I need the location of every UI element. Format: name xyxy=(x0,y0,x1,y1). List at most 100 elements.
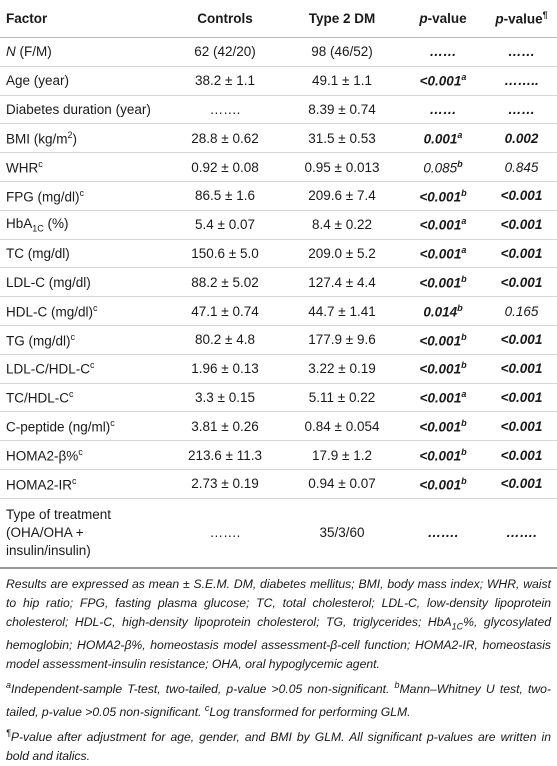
table-row: TC/HDL-Cc 3.3 ± 0.15 5.11 ± 0.22 <0.001a <0.… xyxy=(0,383,557,413)
text-segment: 8.4 ± 0.22 xyxy=(312,217,372,233)
text-segment: ) xyxy=(72,131,78,147)
table-cell: 5.11 ± 0.22 xyxy=(284,383,400,413)
table-cell: 35/3/60 xyxy=(284,498,400,569)
text-segment: 49.1 ± 1.1 xyxy=(312,73,372,89)
text-segment: 0.92 ± 0.08 xyxy=(191,159,259,175)
text-segment: 86.5 ± 1.6 xyxy=(195,188,255,204)
text-segment: …… xyxy=(508,44,535,60)
text-segment: HOMA2-IR xyxy=(6,477,73,493)
text-segment: <0.001 xyxy=(419,246,462,262)
text-segment: 3.3 ± 0.15 xyxy=(195,389,255,405)
table-row: TC (mg/dl) 150.6 ± 5.0 209.0 ± 5.2 <0.001a <… xyxy=(0,239,557,269)
text-segment: ……. xyxy=(209,524,241,540)
text-segment: 8.39 ± 0.74 xyxy=(308,101,376,117)
text-segment: Mann–Whitney U test, two-tailed, p-value… xyxy=(6,682,551,720)
text-segment: 5.4 ± 0.07 xyxy=(195,217,255,233)
text-segment: Factor xyxy=(6,11,48,26)
text-segment: 127.4 ± 4.4 xyxy=(308,274,376,290)
table-cell: 0.165 xyxy=(486,296,557,326)
table-cell: <0.001b xyxy=(400,440,486,470)
table-cell: <0.001a xyxy=(400,383,486,413)
table-cell: <0.001b xyxy=(400,354,486,384)
table-cell: 0.845 xyxy=(486,152,557,182)
table-cell: HDL-C (mg/dl)c xyxy=(0,296,166,326)
text-segment: p xyxy=(419,11,428,26)
header-cell: Type 2 DM xyxy=(284,0,400,38)
text-segment: …… xyxy=(508,101,535,117)
table-cell: …… xyxy=(400,37,486,67)
text-segment: 0.002 xyxy=(504,130,539,146)
table-cell: ……. xyxy=(166,498,284,569)
text-segment: 3.81 ± 0.26 xyxy=(191,418,259,434)
text-segment: b xyxy=(457,302,463,313)
text-segment: a xyxy=(461,245,467,256)
table-cell: 0.002 xyxy=(486,123,557,154)
text-segment: 3.22 ± 0.19 xyxy=(308,361,376,377)
text-segment: 88.2 ± 5.02 xyxy=(191,274,259,290)
text-segment: TC/HDL-C xyxy=(6,390,69,406)
text-segment: a xyxy=(461,216,467,227)
table-row: HOMA2-IRc 2.73 ± 0.19 0.94 ± 0.07 <0.001b <0… xyxy=(0,469,557,499)
table-cell: <0.001 xyxy=(486,239,557,269)
text-segment: c xyxy=(72,475,77,486)
table-cell: 17.9 ± 1.2 xyxy=(284,440,400,470)
text-segment: a xyxy=(461,72,467,83)
table-row: Type of treatment (OHA/OHA + insulin/ins… xyxy=(0,498,557,569)
table-cell: <0.001a xyxy=(400,210,486,240)
header-cell: p-value¶ xyxy=(486,0,557,38)
table-cell: ……. xyxy=(166,95,284,125)
table-cell: <0.001a xyxy=(400,239,486,269)
table-cell: Type of treatment (OHA/OHA + insulin/ins… xyxy=(0,498,166,569)
text-segment: Age (year) xyxy=(6,73,70,89)
table-row: WHRc 0.92 ± 0.08 0.95 ± 0.013 0.085b 0.845 xyxy=(0,152,557,182)
text-segment: 80.2 ± 4.8 xyxy=(195,332,255,348)
text-segment: …… xyxy=(429,44,457,60)
table-cell: 98 (46/52) xyxy=(284,37,400,67)
table-cell: 1.96 ± 0.13 xyxy=(166,354,284,384)
text-segment: FPG (mg/dl) xyxy=(6,189,80,205)
footnote: ¶P-value after adjustment for age, gende… xyxy=(6,724,551,766)
text-segment: TG (mg/dl) xyxy=(6,333,71,349)
text-segment: 0.845 xyxy=(504,159,539,175)
table-cell: HOMA2-IRc xyxy=(0,469,166,499)
table-cell: ……. xyxy=(400,498,486,569)
footnotes: Results are expressed as mean ± S.E.M. D… xyxy=(0,569,557,766)
table-cell: 8.39 ± 0.74 xyxy=(284,95,400,125)
text-segment: ……. xyxy=(506,524,537,540)
text-segment: 44.7 ± 1.41 xyxy=(308,303,376,319)
text-segment: b xyxy=(457,158,463,169)
text-segment: 0.94 ± 0.07 xyxy=(308,476,376,492)
text-segment: a xyxy=(461,389,467,400)
text-segment: ……. xyxy=(209,101,241,117)
text-segment: c xyxy=(69,389,74,400)
table-cell: LDL-C/HDL-Cc xyxy=(0,354,166,384)
text-segment: ¶ xyxy=(542,10,548,21)
table-cell: 3.22 ± 0.19 xyxy=(284,354,400,384)
text-segment: b xyxy=(394,680,400,691)
text-segment: C-peptide (ng/ml) xyxy=(6,419,111,435)
text-segment: <0.001 xyxy=(419,333,462,349)
table-cell: 0.92 ± 0.08 xyxy=(166,152,284,182)
table-cell: C-peptide (ng/ml)c xyxy=(0,411,166,442)
table-cell: FPG (mg/dl)c xyxy=(0,181,166,211)
text-segment: <0.001 xyxy=(419,189,462,205)
text-segment: …….. xyxy=(504,73,539,89)
text-segment: 2 xyxy=(67,130,73,141)
text-segment: 35/3/60 xyxy=(319,524,365,540)
text-segment: b xyxy=(461,475,467,486)
text-segment: ……. xyxy=(427,524,459,540)
text-segment: <0.001 xyxy=(419,275,462,291)
table-cell: 3.81 ± 0.26 xyxy=(166,411,284,442)
text-segment: 62 (42/20) xyxy=(194,44,256,60)
table-cell: <0.001 xyxy=(486,354,557,384)
table-cell: 88.2 ± 5.02 xyxy=(166,267,284,298)
table-cell: <0.001b xyxy=(400,181,486,211)
table-cell: …… xyxy=(486,95,557,125)
table-row: LDL-C/HDL-Cc 1.96 ± 0.13 3.22 ± 0.19 <0.001… xyxy=(0,354,557,384)
table-cell: ……. xyxy=(486,498,557,569)
table-cell: 177.9 ± 9.6 xyxy=(284,325,400,355)
text-segment: <0.001 xyxy=(500,361,543,377)
text-segment: c xyxy=(93,302,98,313)
table-cell: 213.6 ± 11.3 xyxy=(166,440,284,470)
table-cell: <0.001b xyxy=(400,411,486,442)
